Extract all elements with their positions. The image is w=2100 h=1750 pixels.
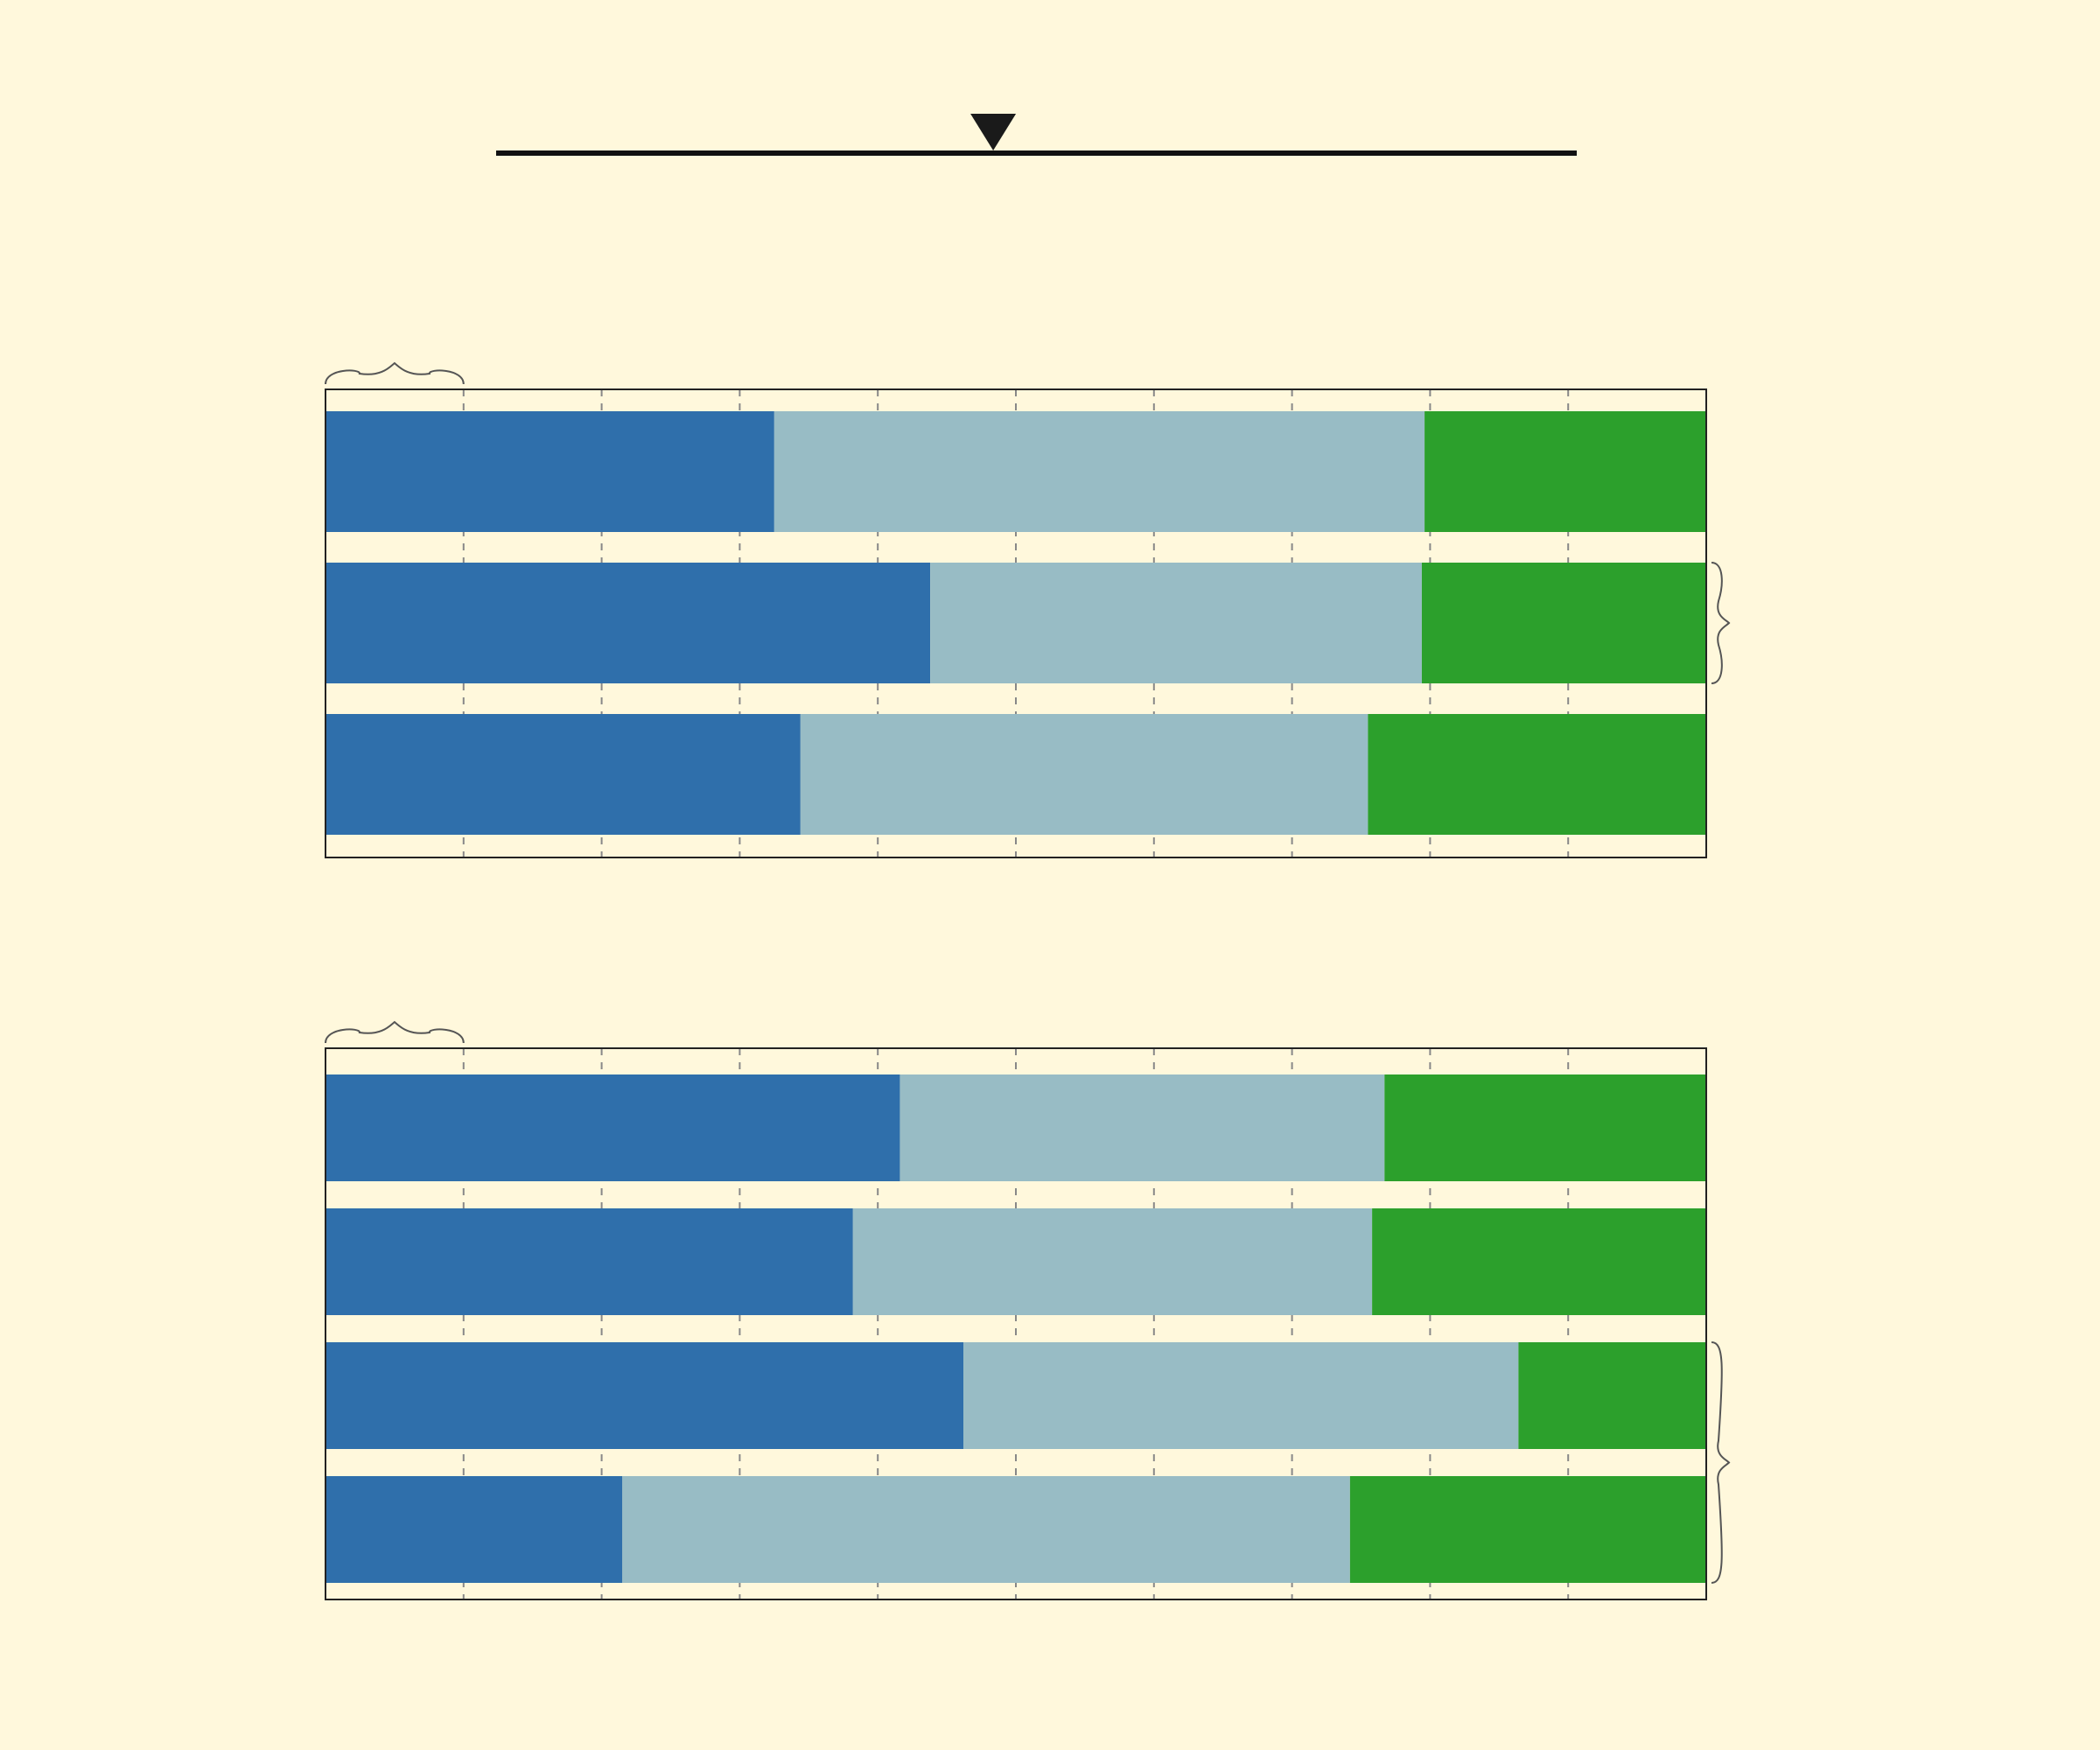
bar-segment-2 xyxy=(900,1074,1385,1181)
slider[interactable] xyxy=(496,114,1577,156)
bar-segment-3 xyxy=(1518,1342,1706,1449)
stacked-bar-chart-2 xyxy=(325,1020,1731,1600)
bar-segment-2 xyxy=(852,1208,1373,1315)
bar-segment-1 xyxy=(326,1342,964,1449)
top-brace-icon xyxy=(325,1020,465,1044)
bar-segment-3 xyxy=(1372,1208,1706,1315)
bar-segment-3 xyxy=(1384,1074,1706,1181)
bar-segment-1 xyxy=(326,563,931,683)
bar-segment-1 xyxy=(326,411,774,532)
bar-2 xyxy=(326,563,1706,683)
plot-frame xyxy=(325,1047,1707,1600)
bar-1 xyxy=(326,1074,1706,1181)
bar-segment-1 xyxy=(326,714,801,835)
plot-frame xyxy=(325,388,1707,858)
side-brace-icon xyxy=(1711,562,1731,684)
side-brace-icon xyxy=(1711,1341,1731,1584)
bar-segment-1 xyxy=(326,1476,623,1583)
bar-segment-2 xyxy=(800,714,1368,835)
bar-2 xyxy=(326,1208,1706,1315)
bar-segment-3 xyxy=(1368,714,1706,835)
bar-segment-2 xyxy=(930,563,1422,683)
slider-marker-icon[interactable] xyxy=(970,114,1017,150)
bar-segment-3 xyxy=(1349,1476,1706,1583)
bar-4 xyxy=(326,1476,1706,1583)
top-brace-icon xyxy=(325,361,465,385)
stacked-bar-chart-1 xyxy=(325,361,1731,858)
charts xyxy=(325,361,1731,1600)
bar-segment-2 xyxy=(774,411,1425,532)
bar-3 xyxy=(326,714,1706,835)
bar-segment-3 xyxy=(1424,411,1706,532)
bar-segment-1 xyxy=(326,1074,900,1181)
bar-segment-2 xyxy=(963,1342,1519,1449)
bar-segment-1 xyxy=(326,1208,853,1315)
bar-3 xyxy=(326,1342,1706,1449)
bar-1 xyxy=(326,411,1706,532)
bar-segment-2 xyxy=(622,1476,1350,1583)
bar-segment-3 xyxy=(1421,563,1706,683)
